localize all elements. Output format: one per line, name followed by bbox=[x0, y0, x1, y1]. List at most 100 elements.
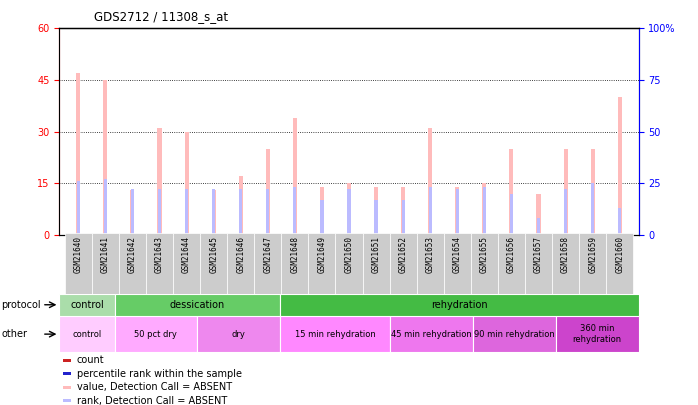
Bar bbox=[428, 128, 432, 235]
Bar bbox=[471, 233, 498, 294]
Bar bbox=[429, 188, 432, 235]
Text: GSM21657: GSM21657 bbox=[534, 236, 543, 273]
Text: GSM21659: GSM21659 bbox=[588, 236, 597, 273]
Text: GSM21655: GSM21655 bbox=[480, 236, 489, 273]
Text: GSM21652: GSM21652 bbox=[399, 236, 408, 273]
Bar bbox=[63, 372, 71, 375]
Bar bbox=[309, 233, 336, 294]
Text: value, Detection Call = ABSENT: value, Detection Call = ABSENT bbox=[77, 382, 232, 392]
Bar bbox=[63, 399, 71, 402]
Bar bbox=[158, 128, 161, 235]
Text: 360 min
rehydration: 360 min rehydration bbox=[573, 324, 622, 344]
Bar bbox=[65, 233, 92, 294]
Bar bbox=[59, 294, 114, 316]
Bar bbox=[482, 183, 487, 235]
Bar bbox=[281, 233, 309, 294]
Text: GSM21641: GSM21641 bbox=[101, 236, 110, 273]
Bar bbox=[185, 190, 188, 235]
Bar bbox=[401, 187, 405, 235]
Text: GSM21651: GSM21651 bbox=[371, 236, 380, 273]
Bar bbox=[212, 190, 215, 235]
Text: GSM21650: GSM21650 bbox=[345, 236, 353, 273]
Bar bbox=[537, 218, 540, 235]
Bar bbox=[348, 190, 350, 235]
Bar bbox=[591, 149, 595, 235]
Text: dessication: dessication bbox=[170, 300, 225, 310]
Text: 45 min rehydration: 45 min rehydration bbox=[392, 330, 472, 339]
Bar bbox=[401, 200, 405, 235]
Text: GSM21644: GSM21644 bbox=[182, 236, 191, 273]
Bar bbox=[537, 194, 540, 235]
Bar bbox=[564, 190, 567, 235]
Bar bbox=[473, 316, 556, 352]
Bar bbox=[146, 233, 173, 294]
Text: GSM21648: GSM21648 bbox=[290, 236, 299, 273]
Bar bbox=[455, 187, 459, 235]
Bar bbox=[525, 233, 552, 294]
Bar bbox=[552, 233, 579, 294]
Text: protocol: protocol bbox=[1, 300, 41, 310]
Bar bbox=[336, 233, 362, 294]
Text: GSM21656: GSM21656 bbox=[507, 236, 516, 273]
Text: 50 pct dry: 50 pct dry bbox=[135, 330, 177, 339]
Bar bbox=[59, 316, 114, 352]
Bar bbox=[498, 233, 525, 294]
Bar bbox=[618, 208, 621, 235]
Bar bbox=[389, 233, 417, 294]
Text: GSM21649: GSM21649 bbox=[318, 236, 327, 273]
Bar bbox=[320, 187, 324, 235]
Bar bbox=[200, 233, 227, 294]
Bar bbox=[374, 200, 378, 235]
Text: dry: dry bbox=[232, 330, 246, 339]
Bar bbox=[510, 149, 514, 235]
Bar bbox=[280, 294, 639, 316]
Bar bbox=[119, 233, 146, 294]
Bar bbox=[158, 190, 161, 235]
Bar bbox=[131, 190, 134, 235]
Bar bbox=[618, 97, 622, 235]
Text: rank, Detection Call = ABSENT: rank, Detection Call = ABSENT bbox=[77, 396, 227, 405]
Text: GSM21660: GSM21660 bbox=[615, 236, 624, 273]
Text: GSM21647: GSM21647 bbox=[263, 236, 272, 273]
Text: 90 min rehydration: 90 min rehydration bbox=[474, 330, 555, 339]
Text: GSM21654: GSM21654 bbox=[453, 236, 462, 273]
Bar bbox=[239, 190, 242, 235]
Bar bbox=[293, 118, 297, 235]
Bar bbox=[510, 194, 513, 235]
Text: GSM21645: GSM21645 bbox=[209, 236, 218, 273]
Bar bbox=[417, 233, 444, 294]
Bar bbox=[92, 233, 119, 294]
Bar bbox=[362, 233, 389, 294]
Text: GSM21653: GSM21653 bbox=[426, 236, 435, 273]
Text: GSM21658: GSM21658 bbox=[561, 236, 570, 273]
Bar bbox=[63, 359, 71, 362]
Bar bbox=[103, 80, 107, 235]
Bar bbox=[293, 188, 297, 235]
Text: count: count bbox=[77, 355, 104, 365]
Bar bbox=[606, 233, 633, 294]
Bar bbox=[456, 190, 459, 235]
Bar bbox=[114, 316, 198, 352]
Text: GSM21642: GSM21642 bbox=[128, 236, 137, 273]
Bar bbox=[184, 132, 188, 235]
Text: control: control bbox=[70, 300, 104, 310]
Bar bbox=[374, 187, 378, 235]
Bar bbox=[114, 294, 280, 316]
Bar bbox=[131, 190, 135, 235]
Bar bbox=[173, 233, 200, 294]
Bar bbox=[563, 149, 567, 235]
Text: GDS2712 / 11308_s_at: GDS2712 / 11308_s_at bbox=[94, 10, 228, 23]
Bar bbox=[483, 188, 486, 235]
Bar bbox=[77, 181, 80, 235]
Text: GSM21640: GSM21640 bbox=[74, 236, 83, 273]
Bar bbox=[211, 190, 216, 235]
Text: GSM21646: GSM21646 bbox=[236, 236, 245, 273]
Text: GSM21643: GSM21643 bbox=[155, 236, 164, 273]
Text: other: other bbox=[1, 329, 27, 339]
Text: rehydration: rehydration bbox=[431, 300, 488, 310]
Bar bbox=[347, 183, 351, 235]
Bar bbox=[239, 176, 243, 235]
Bar bbox=[266, 190, 269, 235]
Bar bbox=[444, 233, 471, 294]
Text: control: control bbox=[73, 330, 101, 339]
